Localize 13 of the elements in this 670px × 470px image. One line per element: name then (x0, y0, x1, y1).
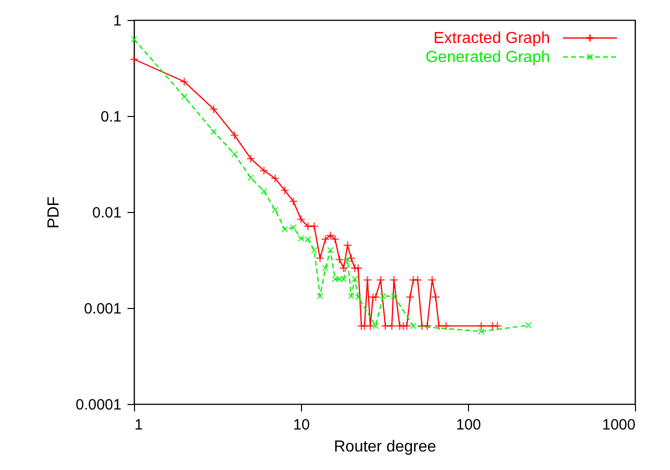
y-tick-label: 0.1 (100, 108, 122, 126)
x-tick-label: 100 (456, 416, 482, 434)
y-tick-label: 0.0001 (76, 396, 122, 414)
y-tick-label: 1 (113, 12, 122, 30)
x-axis-title: Router degree (334, 438, 436, 456)
x-tick-label: 1000 (602, 416, 636, 434)
y-tick-label: 0.01 (92, 204, 122, 222)
legend-label: Generated Graph (425, 49, 550, 66)
x-tick-label: 10 (293, 416, 310, 434)
y-axis-title: PDF (46, 196, 63, 228)
x-tick-label: 1 (134, 416, 143, 434)
y-tick-label: 0.001 (84, 300, 122, 318)
legend-label: Extracted Graph (434, 30, 550, 47)
